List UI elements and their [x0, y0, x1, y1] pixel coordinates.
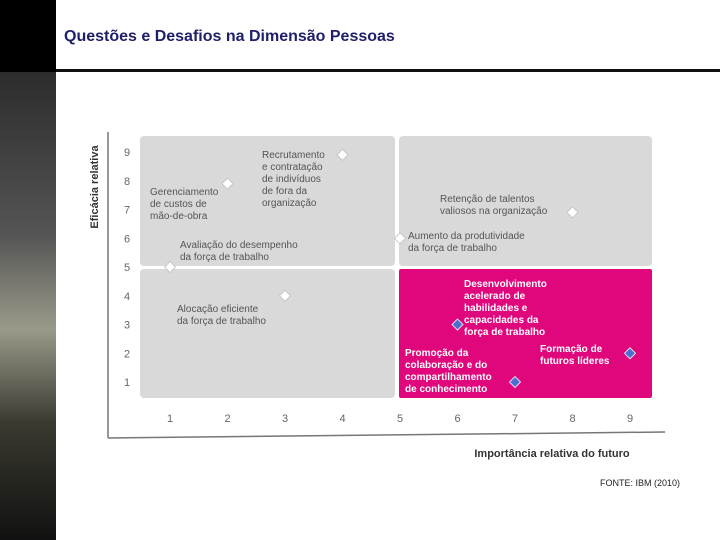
data-point-marker	[508, 375, 522, 389]
source-note: FONTE: IBM (2010)	[600, 478, 681, 488]
label-retencao: Retenção de talentos valiosos na organiza…	[440, 194, 548, 217]
x-tick-label: 6	[454, 413, 460, 425]
y-axis-label: Eficácia relativa	[89, 145, 101, 229]
x-tick-label: 5	[397, 413, 403, 425]
x-tick-label: 4	[339, 413, 345, 425]
quadrant-bottom-left	[140, 269, 395, 398]
label-promocao: Promoção da colaboração e do compartilhame…	[405, 348, 492, 395]
data-point-marker	[623, 347, 637, 360]
quadrant-top-right	[399, 136, 652, 266]
title-underline	[56, 69, 720, 72]
y-tick-label: 7	[124, 205, 130, 217]
y-tick-label: 9	[124, 147, 130, 159]
quadrant-bottom-right	[399, 269, 652, 398]
data-point-marker	[336, 148, 349, 161]
x-tick-label: 8	[569, 413, 575, 425]
x-tick-label: 3	[282, 413, 288, 425]
data-point-marker	[393, 232, 407, 245]
label-desenvolvimento: Desenvolvimento acelerado de habilidades e…	[464, 279, 547, 338]
label-gerenciamento: Gerenciamento de custos de mão-de-obra	[150, 187, 219, 222]
data-point-marker	[278, 289, 292, 302]
x-tick-label: 2	[224, 413, 230, 425]
y-tick-label: 8	[124, 176, 130, 188]
y-tick-label: 6	[124, 233, 130, 245]
quadrant-top-left	[140, 136, 395, 266]
x-tick-label: 9	[627, 413, 633, 425]
label-alocacao: Alocação eficiente da força de trabalho	[177, 304, 266, 327]
y-tick-label: 2	[124, 348, 130, 360]
y-tick-label: 1	[124, 377, 130, 389]
label-recrutamento: Recrutamento e contratação de indivíduos de…	[262, 150, 325, 209]
label-formacao: Formação de futuros líderes	[540, 344, 610, 367]
quadrant-chart: Eficácia relativa Importância relativa d…	[89, 132, 666, 460]
y-tick-label: 4	[124, 291, 130, 303]
y-tick-label: 3	[124, 320, 130, 332]
label-aumento: Aumento da produtividade da força de trab…	[408, 231, 525, 254]
y-tick-label: 5	[124, 262, 130, 274]
background-photo-top	[0, 0, 56, 72]
x-tick-label: 7	[512, 413, 518, 425]
data-point-marker	[566, 206, 579, 219]
data-point-marker	[221, 177, 234, 190]
slide-title: Questões e Desafios na Dimensão Pessoas	[64, 28, 395, 45]
x-axis-label: Importância relativa do futuro	[474, 448, 630, 460]
background-photo-strip	[0, 72, 56, 540]
x-axis	[107, 431, 666, 439]
label-avaliacao: Avaliação do desempenho da força de traba…	[180, 240, 298, 263]
x-tick-label: 1	[167, 413, 173, 425]
data-point-marker	[163, 260, 177, 274]
data-point-marker	[451, 318, 464, 331]
